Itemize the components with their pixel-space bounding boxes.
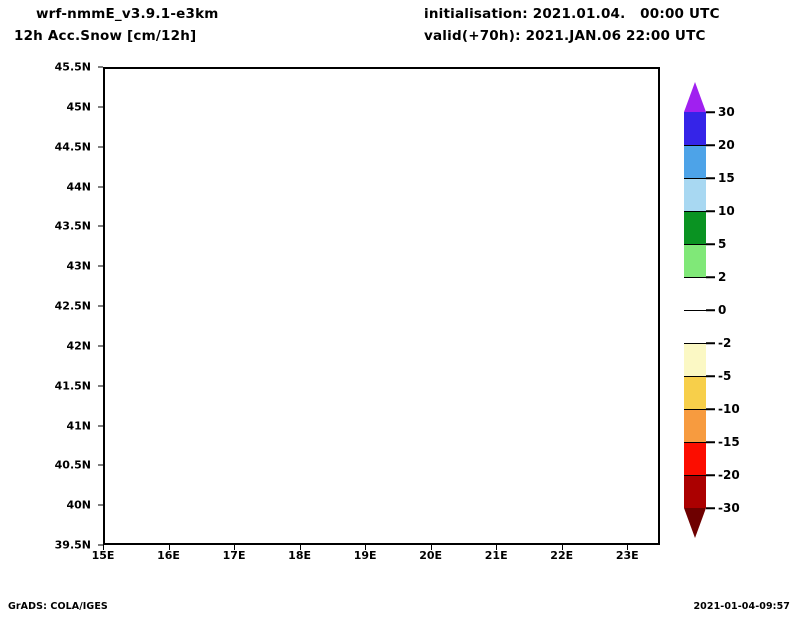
latitude-tick-mark xyxy=(98,106,103,108)
colorbar-tick-mark xyxy=(706,309,715,311)
colorbar-tick-label: 10 xyxy=(718,204,735,218)
latitude-tick-mark xyxy=(98,504,103,506)
colorbar-segment xyxy=(684,343,706,376)
colorbar-tick-label: -10 xyxy=(718,402,740,416)
latitude-tick-mark xyxy=(98,225,103,227)
colorbar-tick-label: -15 xyxy=(718,435,740,449)
latitude-axis: 45.5N 45N 44.5N 44N 43.5N 43N 42.5N 42N 41.5N 41N… xyxy=(0,61,99,552)
longitude-tick-label: 16E xyxy=(157,549,180,562)
latitude-tick-label: 43.5N xyxy=(54,219,91,233)
colorbar-segment xyxy=(684,277,706,310)
latitude-tick-label: 45.5N xyxy=(54,60,91,74)
latitude-tick-mark xyxy=(98,146,103,148)
longitude-tick-label: 17E xyxy=(222,549,246,562)
latitude-tick-mark xyxy=(98,66,103,68)
latitude-tick-label: 40N xyxy=(66,498,91,512)
longitude-tick-mark xyxy=(561,545,563,550)
colorbar-tick-label: -30 xyxy=(718,501,740,515)
colorbar-tick-label: -2 xyxy=(718,336,732,350)
footer-attribution: GrADS: COLA/IGES xyxy=(8,601,108,612)
longitude-tick-mark xyxy=(103,545,104,550)
longitude-tick-label: 21E xyxy=(484,549,508,562)
map-plot-area xyxy=(103,67,660,545)
colorbar-segment xyxy=(684,178,706,211)
colorbar-segments xyxy=(684,112,706,508)
longitude-tick-label: 19E xyxy=(353,549,377,562)
colorbar-bottom-arrow xyxy=(684,508,706,538)
valid-time-label: valid(+70h): 2021.JAN.06 22:00 UTC xyxy=(424,28,706,44)
longitude-tick-mark xyxy=(627,545,629,550)
latitude-tick-mark xyxy=(98,385,103,387)
longitude-tick-label: 22E xyxy=(550,549,574,562)
colorbar-segment xyxy=(684,310,706,343)
colorbar-segment xyxy=(684,409,706,442)
latitude-tick-layer xyxy=(0,66,103,546)
longitude-tick-mark xyxy=(430,545,432,550)
colorbar-tick-label: 30 xyxy=(718,105,735,119)
colorbar-segment xyxy=(684,442,706,475)
latitude-tick-mark xyxy=(98,425,103,426)
longitude-tick-mark xyxy=(299,545,301,550)
latitude-tick-mark xyxy=(98,345,103,347)
colorbar-tick-label: 15 xyxy=(718,171,735,185)
longitude-axis: 15E 16E 17E 18E 19E 20E 21E 22E 23E xyxy=(92,545,660,569)
footer-timestamp: 2021-01-04-09:57 xyxy=(693,601,790,612)
longitude-tick-mark xyxy=(365,545,367,550)
model-title: wrf-nmmE_v3.9.1-e3km xyxy=(36,6,219,22)
colorbar-tick-mark xyxy=(706,210,715,212)
longitude-tick-mark xyxy=(496,545,498,550)
colorbar-tick-mark xyxy=(706,507,715,509)
initialisation-label: initialisation: 2021.01.04. 00:00 UTC xyxy=(424,6,720,22)
longitude-tick-label: 23E xyxy=(615,549,639,562)
longitude-tick-label: 18E xyxy=(288,549,311,562)
field-title: 12h Acc.Snow [cm/12h] xyxy=(14,28,197,44)
colorbar-tick-label: -5 xyxy=(718,369,732,383)
latitude-tick-mark xyxy=(98,305,103,307)
colorbar-tick-mark xyxy=(706,111,715,113)
colorbar-tick-label: -20 xyxy=(718,468,740,482)
latitude-tick-label: 42.5N xyxy=(54,299,91,313)
longitude-tick-mark xyxy=(234,545,236,550)
latitude-tick-mark xyxy=(98,544,103,546)
latitude-tick-label: 44N xyxy=(66,180,91,193)
colorbar-tick-mark xyxy=(706,276,715,278)
latitude-tick-mark xyxy=(98,186,103,187)
latitude-tick-label: 44.5N xyxy=(54,140,91,154)
colorbar-segment xyxy=(684,145,706,178)
latitude-tick-label: 41.5N xyxy=(54,379,91,393)
colorbar-segment xyxy=(684,475,706,508)
colorbar-tick-mark xyxy=(706,177,715,179)
latitude-tick-label: 39.5N xyxy=(54,538,91,552)
colorbar-tick-mark xyxy=(706,375,715,377)
latitude-tick-label: 45N xyxy=(66,100,91,114)
colorbar-segment xyxy=(684,244,706,277)
colorbar-top-arrow xyxy=(684,82,706,112)
latitude-tick-mark xyxy=(98,265,103,267)
colorbar-tick-label: 5 xyxy=(718,237,727,251)
colorbar-tick-mark xyxy=(706,342,715,344)
colorbar-segment xyxy=(684,376,706,409)
latitude-tick-label: 41N xyxy=(66,419,91,432)
colorbar-tick-mark xyxy=(706,441,715,443)
longitude-tick-label: 20E xyxy=(419,549,443,562)
colorbar-tick-label: 2 xyxy=(718,270,727,284)
colorbar-tick-label: 20 xyxy=(718,138,735,152)
longitude-tick-mark xyxy=(168,545,170,550)
latitude-tick-mark xyxy=(98,464,103,466)
colorbar-segment xyxy=(684,112,706,145)
colorbar-tick-mark xyxy=(706,474,715,476)
colorbar-tick-mark xyxy=(706,144,715,146)
colorbar-tick-mark xyxy=(706,243,715,245)
colorbar-tick-label: 0 xyxy=(718,303,727,317)
longitude-tick-label: 15E xyxy=(91,549,115,562)
latitude-tick-label: 42N xyxy=(66,339,91,353)
map-frame xyxy=(103,67,660,545)
latitude-tick-label: 40.5N xyxy=(54,458,91,472)
colorbar-segment xyxy=(684,211,706,244)
colorbar-tick-mark xyxy=(706,408,715,410)
latitude-tick-label: 43N xyxy=(66,259,91,273)
